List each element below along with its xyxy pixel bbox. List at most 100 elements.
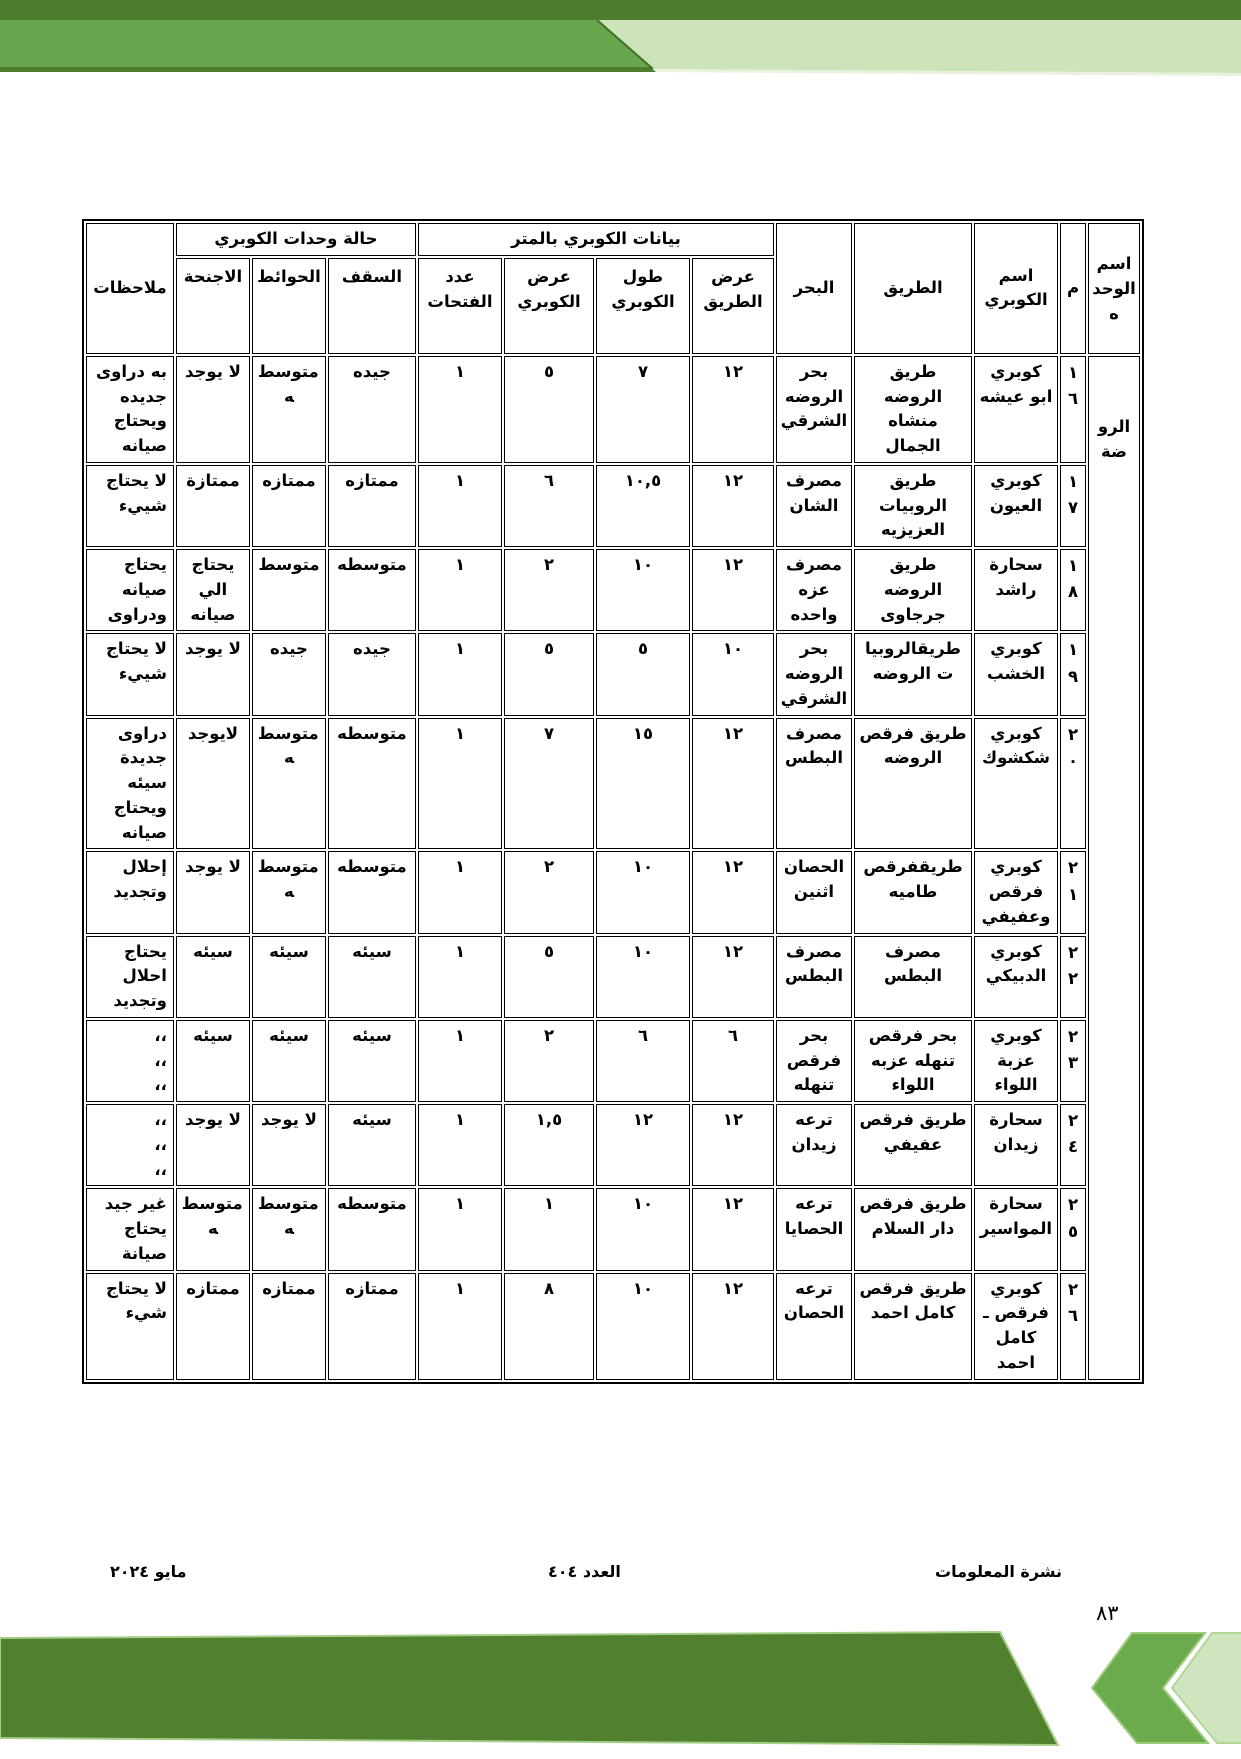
cell-road: طريق فرقص عفيفي (854, 1104, 972, 1187)
cell-road-width: ١٢ (692, 1188, 774, 1271)
cell-bridge-length: ١٢ (596, 1104, 690, 1187)
col-header-sea: البحر (776, 223, 852, 354)
cell-ceiling: جيده (327, 355, 416, 463)
table-row: ١٨ سحارة راشد طريق الروضه جرجاوى مصرف عز… (85, 549, 1140, 632)
table-row: ٢٦ كوبري فرقص ـ كامل احمد طريق فرقص كامل… (85, 1272, 1140, 1380)
col-header-openings-count: عدد الفتحات (417, 257, 502, 354)
top-banner-graphic (0, 0, 1241, 76)
cell-number-value: ٢٥ (1067, 1195, 1079, 1241)
cell-sea: بحر الروضه الشرقي (776, 633, 852, 716)
cell-openings: ١ (417, 851, 502, 934)
cell-bridge-length: ٧ (596, 355, 690, 463)
footer-issue-number: العدد ٤٠٤ (548, 1562, 621, 1581)
cell-number-value: ٢١ (1067, 858, 1079, 904)
cell-wings: لا يوجد (175, 851, 250, 934)
table-row: اسم الوحده م اسم الكوبري الطريق البحر بي… (85, 223, 1140, 354)
cell-ceiling: ممتازه (327, 1272, 416, 1380)
table-row: ٢٥ سحارة المواسير طريق فرقص دار السلام ت… (85, 1188, 1140, 1271)
cell-wings: لا يوجد (175, 633, 250, 716)
cell-ceiling: متوسطه (327, 717, 416, 850)
cell-sea: مصرف البطس (776, 717, 852, 850)
cell-openings: ١ (417, 1188, 502, 1271)
cell-road-width: ١٢ (692, 355, 774, 463)
bottom-banner (0, 1630, 1241, 1755)
cell-number: ٢٤ (1060, 1104, 1086, 1187)
cell-road: طريق فرقص كامل احمد (854, 1272, 972, 1380)
cell-bridge-width: ٦ (504, 464, 594, 547)
cell-notes: إحلال وتجديد (85, 851, 174, 934)
cell-bridge-name: كوبري الخشب (974, 633, 1058, 716)
cell-road-width: ١٢ (692, 935, 774, 1018)
cell-bridge-name: كوبري عزبة اللواء (974, 1019, 1058, 1102)
cell-walls: ممتازه (251, 1272, 326, 1380)
cell-notes: دراوى جديدة سيئه ويحتاج صيانه (85, 717, 174, 850)
col-header-road-width: عرض الطريق (692, 257, 774, 354)
cell-notes: يحتاج صيانه ودراوى (85, 549, 174, 632)
cell-wings: سيئه (175, 1019, 250, 1102)
cell-bridge-name: كوبري شكشوك (974, 717, 1058, 850)
col-header-bridge-name: اسم الكوبري (974, 223, 1058, 354)
cell-wings: ممتازة (175, 464, 250, 547)
bottom-banner-graphic (0, 1630, 1241, 1747)
cell-notes: لا يحتاج شييء (85, 464, 174, 547)
cell-ceiling: سيئه (327, 935, 416, 1018)
cell-road: مصرف البطس (854, 935, 972, 1018)
cell-walls: متوسطه (251, 355, 326, 463)
cell-walls: متوسطه (251, 1188, 326, 1271)
bridges-table-container: اسم الوحده م اسم الكوبري الطريق البحر بي… (81, 219, 1144, 1384)
cell-bridge-length: ١٠ (596, 549, 690, 632)
cell-road: طريقالروبيات الروضه (854, 633, 972, 716)
cell-walls: ممتازه (251, 464, 326, 547)
cell-road-width: ١٢ (692, 717, 774, 850)
bottom-band-shape (0, 1630, 1060, 1747)
col-header-bridge-width: عرض الكوبري (504, 257, 594, 354)
table-row: ٢٠ كوبري شكشوك طريق فرقص الروضه مصرف الب… (85, 717, 1140, 850)
group-header-bridge-data: بيانات الكوبري بالمتر (417, 223, 774, 256)
cell-bridge-width: ٥ (504, 935, 594, 1018)
cell-bridge-length: ٥ (596, 633, 690, 716)
cell-road: طريق فرقص دار السلام (854, 1188, 972, 1271)
cell-number: ٢١ (1060, 851, 1086, 934)
cell-openings: ١ (417, 1019, 502, 1102)
col-header-road: الطريق (854, 223, 972, 354)
cell-walls: جيده (251, 633, 326, 716)
cell-bridge-name: سحارة راشد (974, 549, 1058, 632)
cell-ceiling: متوسطه (327, 549, 416, 632)
cell-bridge-length: ١٠,٥ (596, 464, 690, 547)
cell-number: ٢٠ (1060, 717, 1086, 850)
col-header-bridge-length: طول الكوبري (596, 257, 690, 354)
cell-number: ٢٥ (1060, 1188, 1086, 1271)
cell-road-width: ١٢ (692, 1104, 774, 1187)
cell-notes: لا يحتاج شيء (85, 1272, 174, 1380)
cell-sea: مصرف عزه واحده (776, 549, 852, 632)
cell-openings: ١ (417, 549, 502, 632)
table-body: الروضة ١٦ كوبري ابو عيشه طريق الروضه منش… (85, 355, 1140, 1380)
cell-number-value: ٢٤ (1067, 1111, 1079, 1157)
cell-number: ٢٣ (1060, 1019, 1086, 1102)
cell-wings: سيئه (175, 935, 250, 1018)
cell-ceiling: متوسطه (327, 1188, 416, 1271)
cell-openings: ١ (417, 935, 502, 1018)
cell-ceiling: ممتازه (327, 464, 416, 547)
cell-number: ٢٦ (1060, 1272, 1086, 1380)
cell-sea: ترعه زيدان (776, 1104, 852, 1187)
footer-date: مايو ٢٠٢٤ (110, 1562, 187, 1581)
cell-wings: لا يوجد (175, 1104, 250, 1187)
col-header-ceiling: السقف (327, 257, 416, 354)
cell-number-value: ١٦ (1067, 362, 1079, 409)
cell-bridge-width: ٢ (504, 1019, 594, 1102)
cell-bridge-length: ١٥ (596, 717, 690, 850)
cell-sea: ترعه الحصان (776, 1272, 852, 1380)
page-number: ٨٣ (1096, 1601, 1119, 1625)
cell-road: بحر فرقص تنهله عزبه اللواء (854, 1019, 972, 1102)
cell-ceiling: سيئه (327, 1019, 416, 1102)
cell-walls: سيئه (251, 1019, 326, 1102)
table-row: ٢٣ كوبري عزبة اللواء بحر فرقص تنهله عزبه… (85, 1019, 1140, 1102)
cell-ceiling: سيئه (327, 1104, 416, 1187)
cell-road: طريق الروبيات العزيزيه (854, 464, 972, 547)
table-row: الروضة ١٦ كوبري ابو عيشه طريق الروضه منش… (85, 355, 1140, 1380)
table-row: ١٩ كوبري الخشب طريقالروبيات الروضه بحر ا… (85, 633, 1140, 716)
cell-openings: ١ (417, 464, 502, 547)
cell-openings: ١ (417, 1104, 502, 1187)
cell-unit-name: الروضة (1088, 355, 1140, 1380)
